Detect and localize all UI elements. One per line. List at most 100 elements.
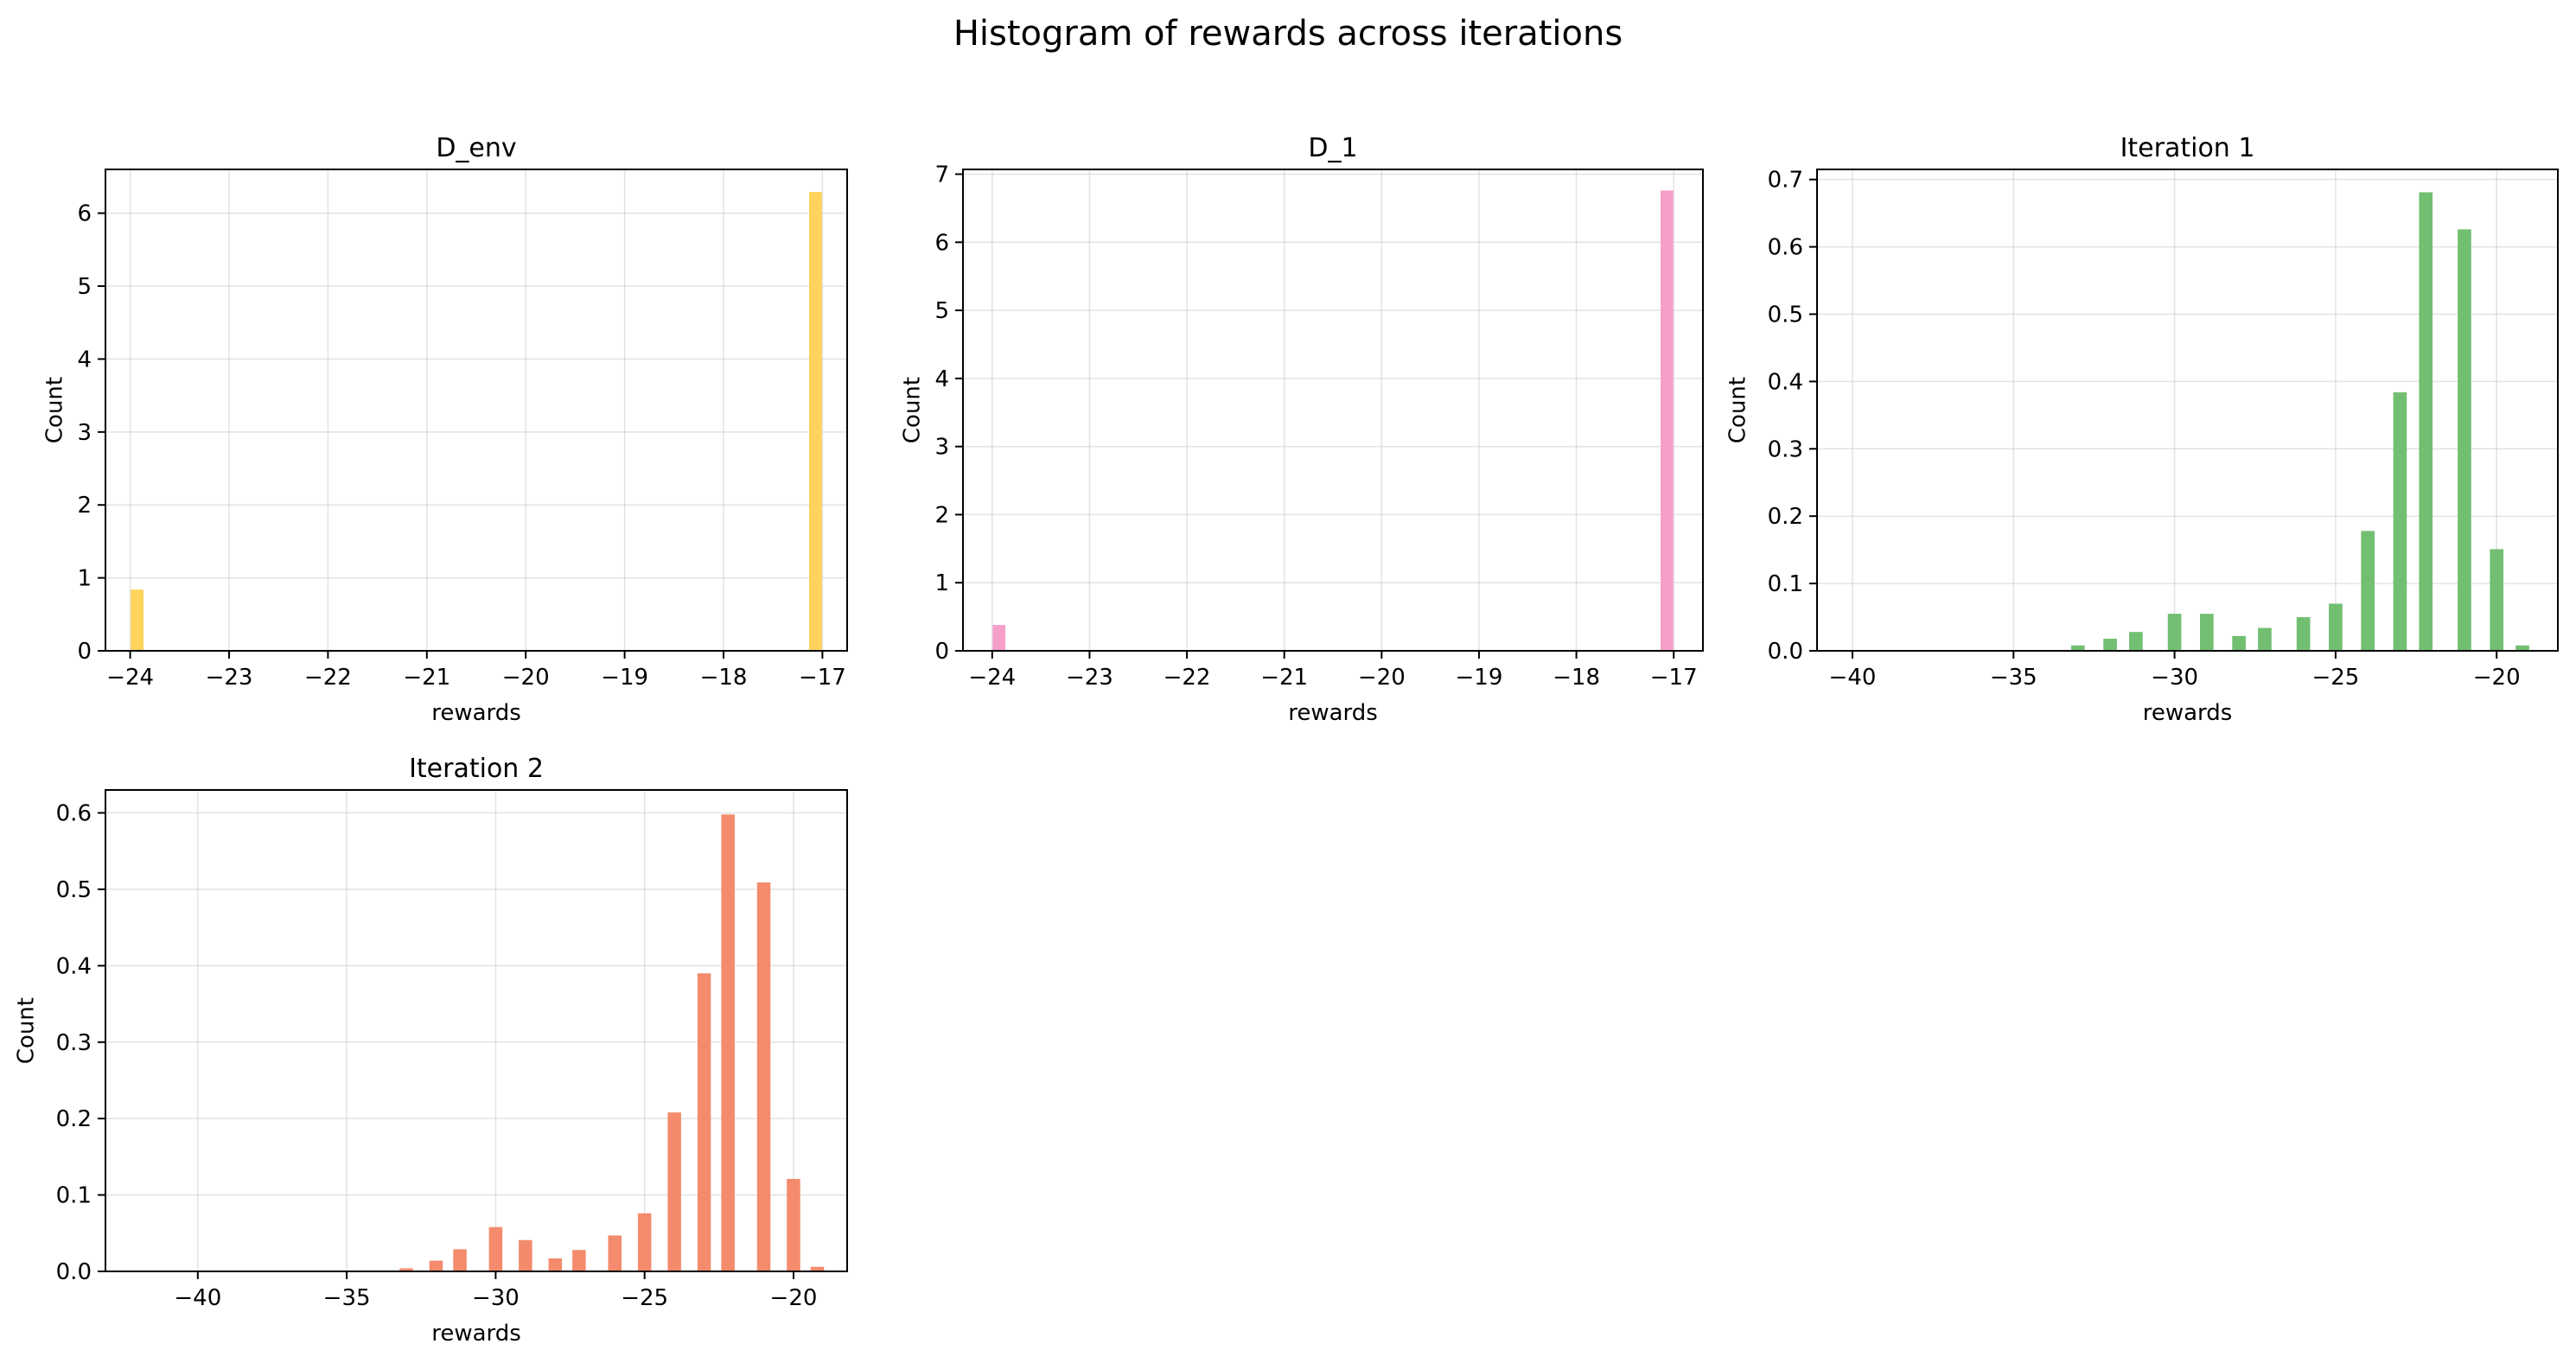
axes-frame [962, 169, 1704, 652]
histogram-bar [721, 814, 735, 1271]
y-tick-label: 0.0 [1768, 639, 1803, 665]
histogram-bar [2393, 392, 2407, 651]
y-tick-label: 0.6 [56, 801, 92, 827]
y-axis-label: Count [1725, 377, 1751, 443]
plot-area [105, 790, 847, 1271]
histogram-bar [2232, 635, 2246, 651]
x-tick-label: −22 [304, 665, 352, 691]
y-tick-label: 6 [77, 201, 92, 227]
y-tick-label: 0.7 [1768, 168, 1803, 194]
x-tick-label: −22 [1164, 665, 1211, 691]
y-tick-label: 0 [934, 639, 949, 665]
histogram-bar [2167, 614, 2182, 651]
subplots-container: −24 −23 −22 −21 −20 −19 −18 −17 0 1 2 3 4 5 6 D_envrewa… [14, 133, 2559, 1347]
x-tick-label: −18 [700, 665, 748, 691]
x-tick-label: −20 [2473, 665, 2521, 691]
x-tick-label: −25 [621, 1285, 668, 1311]
subplot-2: −24 −23 −22 −21 −20 −19 −18 −17 0 1 2 3 4 5 6 7 D_1rewar… [900, 133, 1704, 726]
subplot-title: D_1 [1308, 133, 1357, 163]
histogram-bar [810, 1266, 825, 1271]
x-tick-label: −20 [502, 665, 550, 691]
y-tick-label: 0.2 [1768, 504, 1803, 530]
y-tick-label: 0.4 [1768, 369, 1803, 395]
histogram-bar [2515, 645, 2529, 651]
histogram-bar [453, 1249, 467, 1271]
histogram-bar [519, 1239, 532, 1271]
histogram-bar [2329, 603, 2343, 651]
histogram-bar [992, 625, 1005, 651]
histogram-bar [608, 1235, 622, 1271]
histogram-bar [2070, 645, 2085, 651]
histogram-bar [488, 1226, 503, 1271]
y-tick-label: 2 [934, 502, 949, 528]
x-tick-label: −18 [1553, 665, 1600, 691]
y-tick-label: 0.1 [1768, 571, 1803, 597]
y-tick-label: 0.5 [1768, 302, 1803, 328]
x-tick-label: −35 [323, 1285, 371, 1311]
histogram-bar [572, 1250, 586, 1271]
histogram-bar [2419, 192, 2433, 652]
y-tick-label: 5 [77, 274, 92, 300]
subplot-1: −24 −23 −22 −21 −20 −19 −18 −17 0 1 2 3 4 5 6 D_envrewa… [42, 133, 848, 726]
x-tick-label: −19 [1456, 665, 1503, 691]
x-tick-label: −23 [206, 665, 253, 691]
x-axis-label: rewards [2143, 700, 2233, 726]
y-tick-label: 0.2 [56, 1106, 92, 1132]
histogram-bar [697, 973, 711, 1271]
x-tick-label: −17 [799, 665, 846, 691]
histogram-bar [429, 1260, 443, 1271]
histogram-bar [637, 1213, 652, 1271]
subplot-3: −40 −35 −30 −25 −20 0.0 0.1 0.2 0.3 0.4 0.5 0.6 0.7 I… [1725, 133, 2559, 726]
x-tick-label: −40 [174, 1285, 221, 1311]
x-tick-label: −17 [1650, 665, 1698, 691]
y-tick-label: 0.6 [1768, 235, 1803, 261]
y-axis-label: Count [14, 997, 40, 1064]
subplot-title: Iteration 2 [409, 754, 544, 784]
y-tick-label: 0 [77, 639, 92, 665]
histogram-bar [131, 589, 144, 651]
x-axis-label: rewards [431, 1321, 521, 1347]
plot-area [105, 169, 847, 651]
histogram-bar [808, 192, 822, 652]
y-tick-label: 4 [934, 366, 949, 392]
histogram-bar [2258, 627, 2272, 651]
axes-frame [105, 169, 848, 652]
y-tick-label: 7 [934, 162, 949, 188]
y-tick-label: 0.0 [56, 1259, 92, 1285]
x-tick-label: −24 [968, 665, 1016, 691]
histogram-bar [756, 882, 771, 1271]
x-tick-label: −20 [770, 1285, 818, 1311]
y-tick-label: 6 [934, 230, 949, 256]
y-tick-label: 3 [934, 435, 949, 461]
figure-suptitle: Histogram of rewards across iterations [953, 14, 1623, 54]
x-tick-label: −35 [1990, 665, 2037, 691]
y-tick-label: 1 [934, 570, 949, 596]
y-tick-label: 1 [77, 566, 92, 592]
plot-area [963, 169, 1703, 651]
x-tick-label: −25 [2311, 665, 2359, 691]
y-axis-label: Count [900, 377, 926, 443]
x-axis-label: rewards [1288, 700, 1378, 726]
axes-frame [1816, 169, 2559, 652]
x-axis-label: rewards [431, 700, 521, 726]
y-tick-label: 0.4 [56, 953, 92, 979]
x-tick-label: −30 [2151, 665, 2198, 691]
y-tick-label: 0.3 [56, 1030, 92, 1056]
y-tick-label: 4 [77, 347, 92, 373]
x-tick-label: −20 [1358, 665, 1406, 691]
subplot-4: −40 −35 −30 −25 −20 0.0 0.1 0.2 0.3 0.4 0.5 0.6 Iter… [14, 754, 848, 1347]
y-axis-label: Count [42, 377, 68, 443]
x-tick-label: −40 [1829, 665, 1877, 691]
x-tick-label: −24 [106, 665, 154, 691]
histogram-bar [2103, 638, 2117, 651]
subplot-title: D_env [436, 133, 516, 163]
y-tick-label: 2 [77, 493, 92, 519]
histogram-bar [2458, 229, 2471, 651]
y-tick-label: 0.5 [56, 877, 92, 903]
x-tick-label: −30 [472, 1285, 520, 1311]
plot-area [1817, 169, 2558, 651]
subplot-title: Iteration 1 [2120, 133, 2255, 163]
x-tick-label: −23 [1066, 665, 1113, 691]
histogram-bar [787, 1179, 800, 1271]
histogram-bar [2200, 614, 2214, 651]
